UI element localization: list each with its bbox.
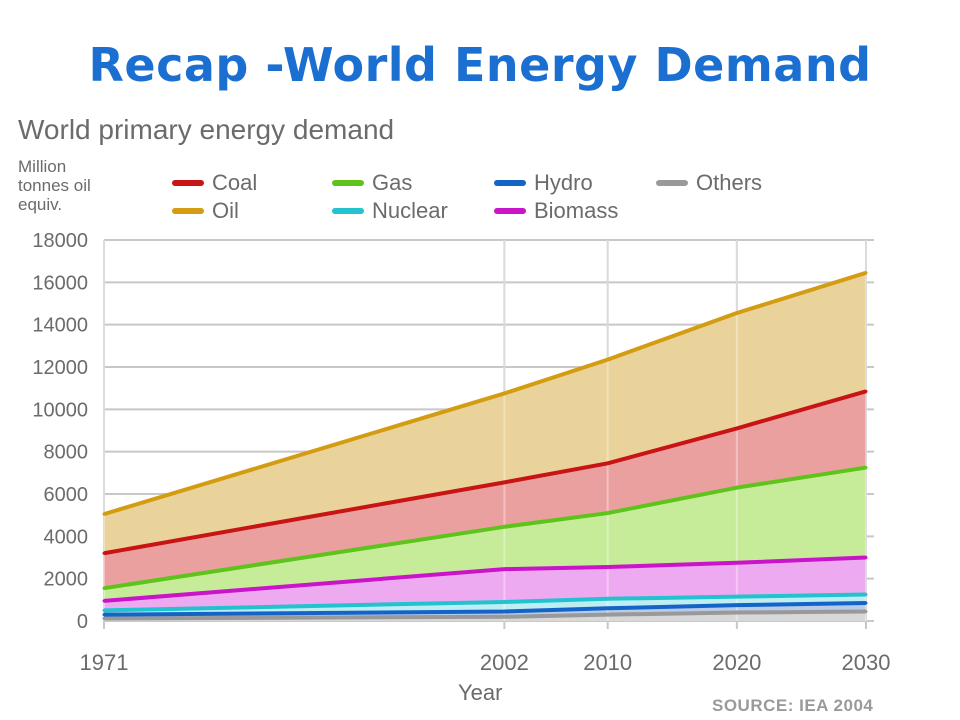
legend-label-biomass: Biomass [534,198,619,223]
legend-item-gas: Gas [332,170,412,196]
legend-swatch-nuclear [332,208,364,214]
legend-swatch-coal [172,180,204,186]
data-point-hydro [735,603,739,607]
y-axis-unit-label: Million tonnes oil equiv. [18,157,138,214]
data-point-hydro [864,601,868,605]
legend-swatch-others [656,180,688,186]
data-point-gas [102,586,106,590]
legend-item-others: Others [656,170,762,196]
x-tick-label: 2030 [842,650,891,675]
legend-label-nuclear: Nuclear [372,198,448,223]
data-point-coal [102,551,106,555]
data-point-coal [735,426,739,430]
y-tick-label: 16000 [32,272,88,294]
y-tick-label: 0 [77,611,88,633]
y-tick-label: 2000 [44,569,89,591]
data-point-others [606,613,610,617]
y-unit-line-2: tonnes oil [18,176,91,195]
x-tick-label: 1971 [80,650,129,675]
data-point-oil [864,271,868,275]
x-tick-label: 2020 [712,650,761,675]
legend-label-others: Others [696,170,763,195]
legend-item-coal: Coal [172,170,257,196]
data-point-nuclear [102,608,106,612]
legend: Coal Gas Hydro Others Oil Nuclear Biomass [172,170,812,230]
data-point-oil [606,358,610,362]
y-unit-line-3: equiv. [18,195,63,214]
data-point-oil [102,512,106,516]
data-point-biomass [735,561,739,565]
data-point-biomass [102,599,106,603]
legend-item-biomass: Biomass [494,198,618,224]
y-tick-label: 8000 [44,442,89,464]
data-point-coal [502,480,506,484]
legend-label-gas: Gas [372,170,413,195]
data-point-hydro [606,606,610,610]
y-unit-line-1: Million [18,157,67,176]
y-tick-label: 12000 [32,357,88,379]
data-point-nuclear [606,597,610,601]
legend-label-oil: Oil [212,198,239,223]
data-point-hydro [502,609,506,613]
data-point-nuclear [502,600,506,604]
legend-label-coal: Coal [212,170,258,195]
legend-label-hydro: Hydro [534,170,593,195]
data-point-others [502,615,506,619]
source-note: SOURCE: IEA 2004 [712,696,874,715]
legend-swatch-hydro [494,180,526,186]
data-point-others [735,611,739,615]
data-point-coal [606,461,610,465]
data-point-others [102,616,106,620]
data-point-gas [502,525,506,529]
slide-title: Recap -World Energy Demand [88,38,872,92]
data-point-biomass [606,565,610,569]
y-tick-label: 10000 [32,399,88,421]
x-axis-label: Year [458,680,503,705]
legend-item-hydro: Hydro [494,170,593,196]
y-tick-label: 6000 [44,484,89,506]
legend-swatch-biomass [494,208,526,214]
legend-item-oil: Oil [172,198,239,224]
data-point-coal [864,389,868,393]
x-tick-label: 2002 [480,650,529,675]
y-tick-label: 4000 [44,526,89,548]
chart-title: World primary energy demand [18,114,395,145]
data-point-gas [735,486,739,490]
data-point-oil [735,311,739,315]
legend-item-nuclear: Nuclear [332,198,448,224]
data-point-oil [502,391,506,395]
x-tick-label: 2010 [583,650,632,675]
data-point-biomass [864,556,868,559]
data-point-biomass [502,567,506,571]
legend-swatch-oil [172,208,204,214]
data-point-others [864,609,868,613]
area-band-oil [104,272,866,554]
data-point-gas [606,511,610,515]
y-tick-label: 14000 [32,315,88,337]
data-point-nuclear [735,595,739,599]
data-point-gas [864,466,868,470]
data-point-hydro [102,613,106,617]
y-tick-label: 18000 [32,230,88,252]
area-band-coal [104,391,866,589]
data-point-nuclear [864,593,868,597]
legend-swatch-gas [332,180,364,186]
